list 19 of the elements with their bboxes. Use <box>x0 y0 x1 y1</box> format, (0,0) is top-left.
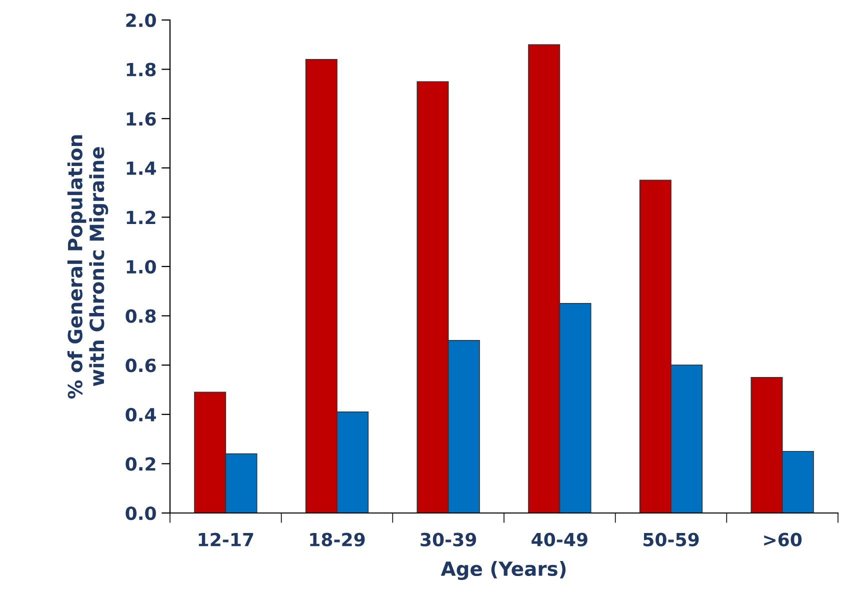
y-tick-label: 0.4 <box>126 408 156 422</box>
y-tick-label: 1.8 <box>126 62 156 76</box>
y-tick-label: 1.2 <box>126 210 156 224</box>
x-tick-label: >60 <box>764 532 802 546</box>
x-tick-label: 12-17 <box>198 532 254 546</box>
x-axis-title: Age (Years) <box>440 561 566 580</box>
x-tick-label: 18-29 <box>310 532 365 546</box>
y-tick-label: 0.2 <box>126 457 156 471</box>
y-tick-label: 0.0 <box>126 506 156 520</box>
y-tick-label: 2.0 <box>126 13 156 28</box>
x-tick-label: 30-39 <box>420 532 476 546</box>
x-tick-label: 50-59 <box>644 532 699 546</box>
y-tick-label: 1.6 <box>126 112 156 126</box>
y-axis-title: % of General Population with Chronic Migraine <box>67 135 108 399</box>
y-tick-label: 0.8 <box>126 309 156 323</box>
y-tick-label: 1.0 <box>126 260 156 274</box>
y-tick-label: 0.6 <box>126 358 156 372</box>
x-tick-label: 40-49 <box>532 532 588 546</box>
y-tick-label: 1.4 <box>126 162 156 175</box>
